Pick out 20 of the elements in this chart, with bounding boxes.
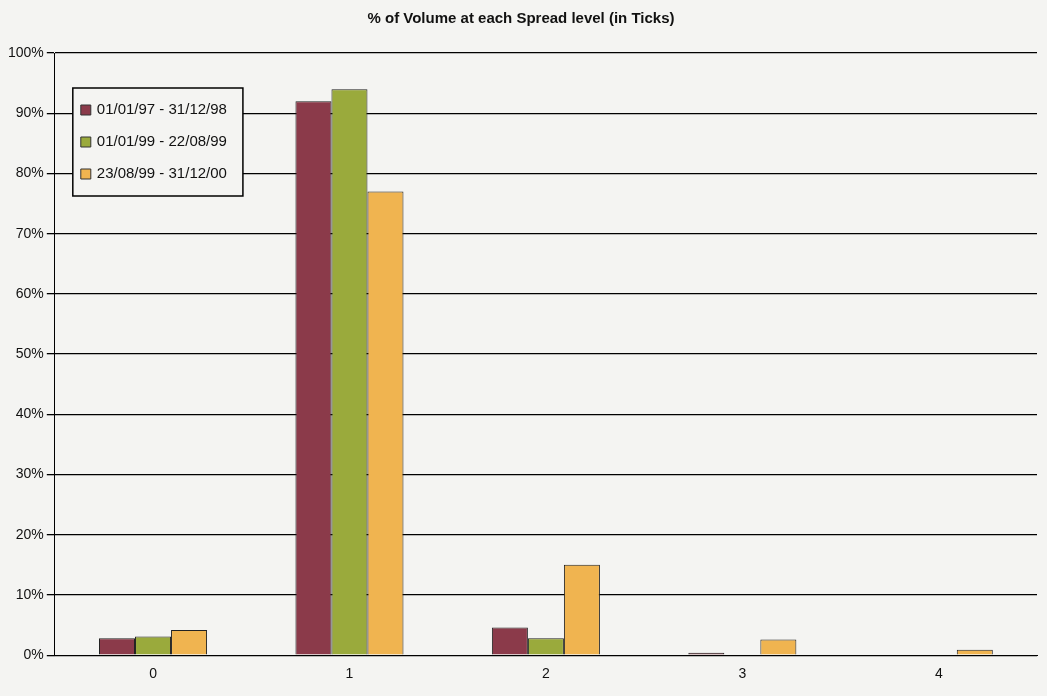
y-tick-label: 0%: [23, 646, 44, 663]
x-tick-label: 2: [542, 665, 550, 682]
y-tick-label: 90%: [15, 104, 44, 121]
y-tick-label: 80%: [15, 164, 44, 181]
y-tick-label: 70%: [15, 224, 44, 241]
legend-label: 01/01/99 - 22/08/99: [96, 132, 227, 150]
x-tick-label: 1: [345, 665, 354, 682]
y-tick-label: 60%: [15, 284, 44, 301]
chart-title: % of Volume at each Spread level (in Ticks): [367, 9, 675, 27]
y-tick-label: 10%: [15, 585, 44, 602]
x-tick-label: 0: [149, 665, 158, 682]
x-tick-label: 3: [738, 665, 747, 682]
y-tick-label: 30%: [15, 465, 44, 482]
y-tick-label: 100%: [7, 43, 44, 60]
y-tick-label: 50%: [15, 344, 44, 361]
legend-label: 01/01/97 - 31/12/98: [96, 100, 227, 118]
y-tick-label: 40%: [15, 405, 44, 422]
y-tick-label: 20%: [15, 525, 44, 542]
legend-label: 23/08/99 - 31/12/00: [96, 164, 227, 182]
x-tick-label: 4: [934, 665, 943, 682]
